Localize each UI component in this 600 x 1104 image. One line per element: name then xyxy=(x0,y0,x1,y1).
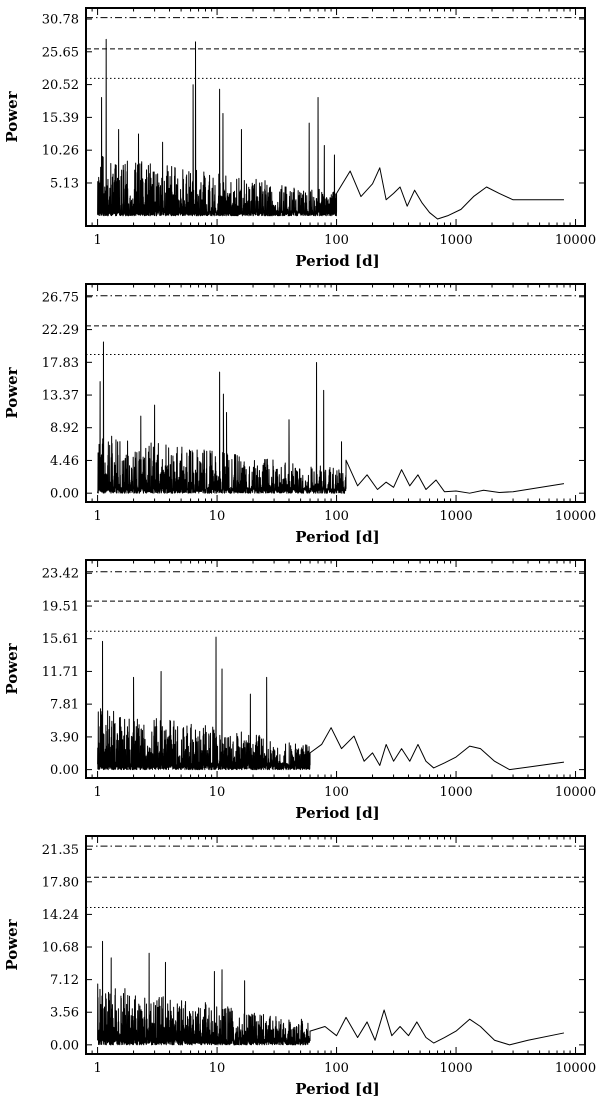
x-tick-label: 10000 xyxy=(555,233,596,248)
power-series-line xyxy=(97,341,565,494)
y-tick-label: 11.71 xyxy=(42,665,79,680)
chart-svg: 0.00 3.56 7.12 10.68 14.24 17.80 21.35 1 10 100 10… xyxy=(3,835,596,1098)
y-tick-label: 5.13 xyxy=(50,176,79,191)
y-tick-label: 23.42 xyxy=(42,567,79,582)
x-tick-label: 10 xyxy=(209,1061,226,1076)
y-tick-label: 22.29 xyxy=(42,323,79,338)
y-tick-label: 13.37 xyxy=(42,389,79,404)
plot-frame xyxy=(85,559,586,779)
chart-svg: 0.00 4.46 8.92 13.37 17.83 22.29 26.75 1 10 100 10… xyxy=(3,283,596,546)
x-tick-label: 1000 xyxy=(440,785,473,800)
periodogram-panel: 5.13 10.26 15.39 20.52 25.65 30.78 1 10 100 1000 1… xyxy=(0,0,600,276)
periodogram-panel: 0.00 3.90 7.81 11.71 15.61 19.51 23.42 1 10 100 10… xyxy=(0,552,600,828)
plot-frame xyxy=(85,283,586,503)
chart-svg: 5.13 10.26 15.39 20.52 25.65 30.78 1 10 100 1000 1… xyxy=(3,7,596,270)
x-tick-label: 1 xyxy=(93,785,101,800)
y-tick-label: 25.65 xyxy=(42,45,79,60)
y-axis-title: Power xyxy=(3,918,21,970)
x-tick-label: 1000 xyxy=(440,233,473,248)
y-tick-label: 3.90 xyxy=(50,730,79,745)
y-axis-title: Power xyxy=(3,642,21,694)
power-series-line xyxy=(97,636,565,771)
y-tick-label: 7.12 xyxy=(50,973,79,988)
y-tick-label: 21.35 xyxy=(42,843,79,858)
x-tick-label: 100 xyxy=(324,785,349,800)
x-tick-label: 10 xyxy=(209,785,226,800)
y-tick-label: 10.68 xyxy=(42,941,79,956)
x-tick-label: 1 xyxy=(93,233,101,248)
x-axis-title: Period [d] xyxy=(295,1080,379,1098)
x-tick-label: 100 xyxy=(324,509,349,524)
y-tick-label: 0.00 xyxy=(50,487,79,502)
x-tick-label: 1 xyxy=(93,1061,101,1076)
x-tick-label: 10000 xyxy=(555,509,596,524)
x-tick-label: 10 xyxy=(209,233,226,248)
x-tick-label: 10 xyxy=(209,509,226,524)
y-tick-label: 0.00 xyxy=(50,763,79,778)
y-tick-label: 15.61 xyxy=(42,632,79,647)
x-tick-label: 1 xyxy=(93,509,101,524)
y-tick-label: 15.39 xyxy=(42,111,79,126)
chart-svg: 0.00 3.90 7.81 11.71 15.61 19.51 23.42 1 10 100 10… xyxy=(3,559,596,822)
y-tick-label: 8.92 xyxy=(50,421,79,436)
x-tick-label: 10000 xyxy=(555,1061,596,1076)
y-tick-label: 20.52 xyxy=(42,78,79,93)
y-tick-label: 30.78 xyxy=(42,12,79,27)
y-axis-title: Power xyxy=(3,366,21,418)
x-tick-label: 1000 xyxy=(440,509,473,524)
x-tick-label: 10000 xyxy=(555,785,596,800)
y-tick-label: 3.56 xyxy=(50,1006,79,1021)
y-axis-title: Power xyxy=(3,90,21,142)
x-axis-title: Period [d] xyxy=(295,252,379,270)
x-axis-title: Period [d] xyxy=(295,804,379,822)
plot-frame xyxy=(85,835,586,1055)
x-tick-label: 1000 xyxy=(440,1061,473,1076)
power-series-line xyxy=(97,940,565,1046)
y-tick-label: 26.75 xyxy=(42,290,79,305)
periodogram-panel: 0.00 4.46 8.92 13.37 17.83 22.29 26.75 1 10 100 10… xyxy=(0,276,600,552)
periodogram-panel: 0.00 3.56 7.12 10.68 14.24 17.80 21.35 1 10 100 10… xyxy=(0,828,600,1104)
power-series-line xyxy=(97,38,564,220)
y-tick-label: 0.00 xyxy=(50,1038,79,1053)
y-tick-label: 17.80 xyxy=(42,875,79,890)
x-tick-label: 100 xyxy=(324,1061,349,1076)
x-tick-label: 100 xyxy=(324,233,349,248)
y-tick-label: 19.51 xyxy=(42,600,79,615)
y-tick-label: 17.83 xyxy=(42,356,79,371)
y-tick-label: 4.46 xyxy=(50,454,79,469)
y-tick-label: 7.81 xyxy=(50,698,79,713)
y-tick-label: 14.24 xyxy=(42,908,79,923)
y-tick-label: 10.26 xyxy=(42,144,79,159)
x-axis-title: Period [d] xyxy=(295,528,379,546)
